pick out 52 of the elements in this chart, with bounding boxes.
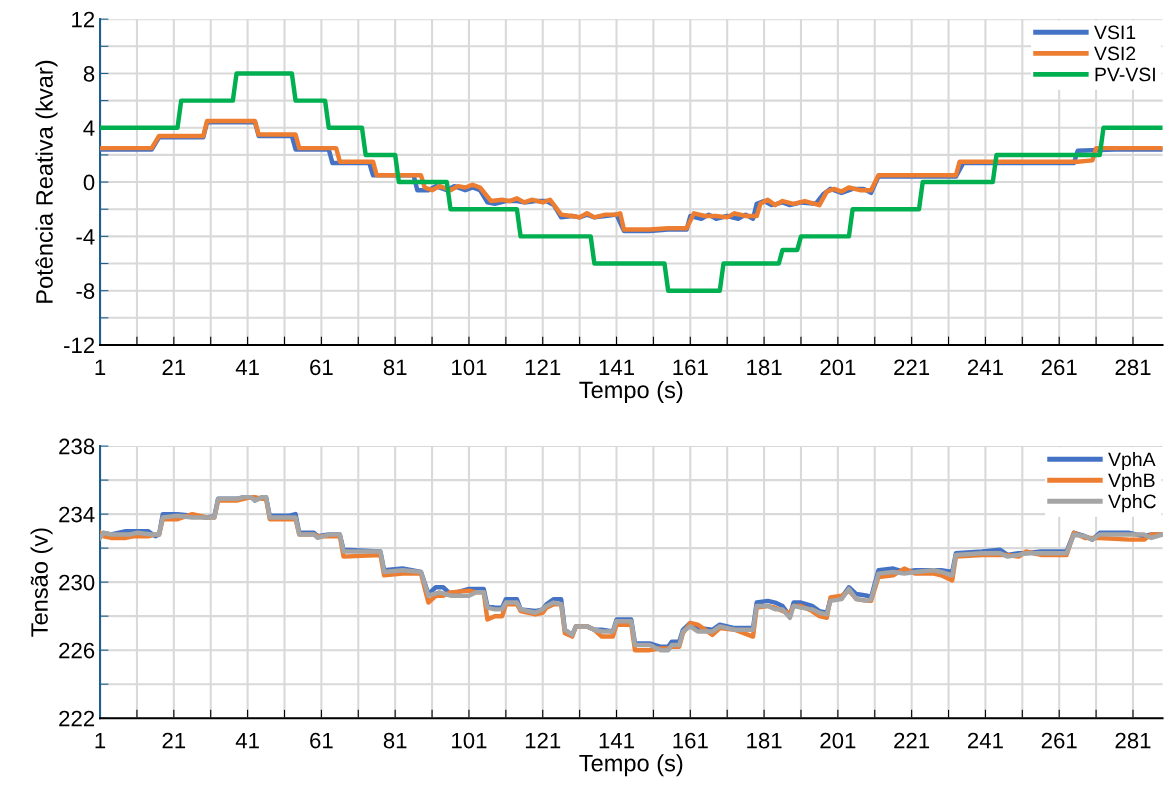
y-axis-title: Potência Reativa (kvar) <box>35 60 58 303</box>
x-tick-label: 141 <box>599 359 634 375</box>
x-tick-label: 1 <box>95 359 106 375</box>
x-tick-label: 1 <box>95 732 106 749</box>
x-tick-label: 21 <box>162 359 186 375</box>
x-tick-label: 201 <box>820 732 856 749</box>
x-tick-label: 101 <box>452 359 487 376</box>
y-tick-label: -4 <box>76 229 95 245</box>
x-tick-label: 241 <box>968 359 1003 375</box>
x-tick-label: 281 <box>1115 359 1151 376</box>
x-tick-label: 41 <box>235 359 259 375</box>
x-tick-label: 101 <box>452 732 487 749</box>
y-axis-title: Tensão (v) <box>30 528 53 637</box>
x-axis-title: Tempo (s) <box>579 380 683 403</box>
legend-label: VphB <box>1108 472 1155 492</box>
x-tick-label: 81 <box>383 359 407 376</box>
x-tick-label: 261 <box>1041 359 1077 376</box>
legend-label: PV-VSI <box>1095 67 1155 82</box>
x-tick-label: 121 <box>525 359 561 375</box>
x-tick-label: 241 <box>968 732 1003 749</box>
legend-label: VSI1 <box>1094 25 1136 40</box>
x-tick-label: 161 <box>673 732 708 749</box>
x-tick-label: 61 <box>310 732 333 749</box>
x-tick-label: 121 <box>525 732 561 749</box>
legend-label: VphC <box>1108 494 1156 513</box>
x-tick-label: 21 <box>162 732 186 749</box>
y-tick-label: 0 <box>83 174 95 191</box>
x-tick-label: 221 <box>894 359 930 375</box>
y-tick-label: 226 <box>59 642 95 659</box>
x-tick-label: 201 <box>820 359 856 376</box>
x-tick-label: 181 <box>747 732 782 749</box>
x-axis-title: Tempo (s) <box>579 754 683 777</box>
y-tick-label: 4 <box>83 120 95 136</box>
x-tick-label: 261 <box>1041 732 1077 749</box>
y-tick-label: 234 <box>59 506 95 523</box>
x-tick-label: 141 <box>599 732 634 749</box>
x-tick-label: 81 <box>383 732 407 749</box>
y-tick-label: -8 <box>76 283 95 299</box>
x-tick-label: 61 <box>310 359 333 376</box>
legend-label: VphA <box>1108 451 1156 471</box>
x-tick-label: 281 <box>1115 732 1151 749</box>
x-tick-label: 181 <box>747 359 782 376</box>
y-tick-label: 238 <box>59 438 95 455</box>
x-tick-label: 161 <box>673 359 708 376</box>
legend-label: VSI2 <box>1094 46 1136 61</box>
y-tick-label: 222 <box>59 710 95 727</box>
y-tick-label: 8 <box>83 65 95 82</box>
x-tick-label: 221 <box>894 732 930 749</box>
y-tick-label: 230 <box>59 574 95 591</box>
x-tick-label: 41 <box>235 732 259 749</box>
y-tick-label: 12 <box>72 11 95 28</box>
y-tick-label: -12 <box>64 337 95 354</box>
